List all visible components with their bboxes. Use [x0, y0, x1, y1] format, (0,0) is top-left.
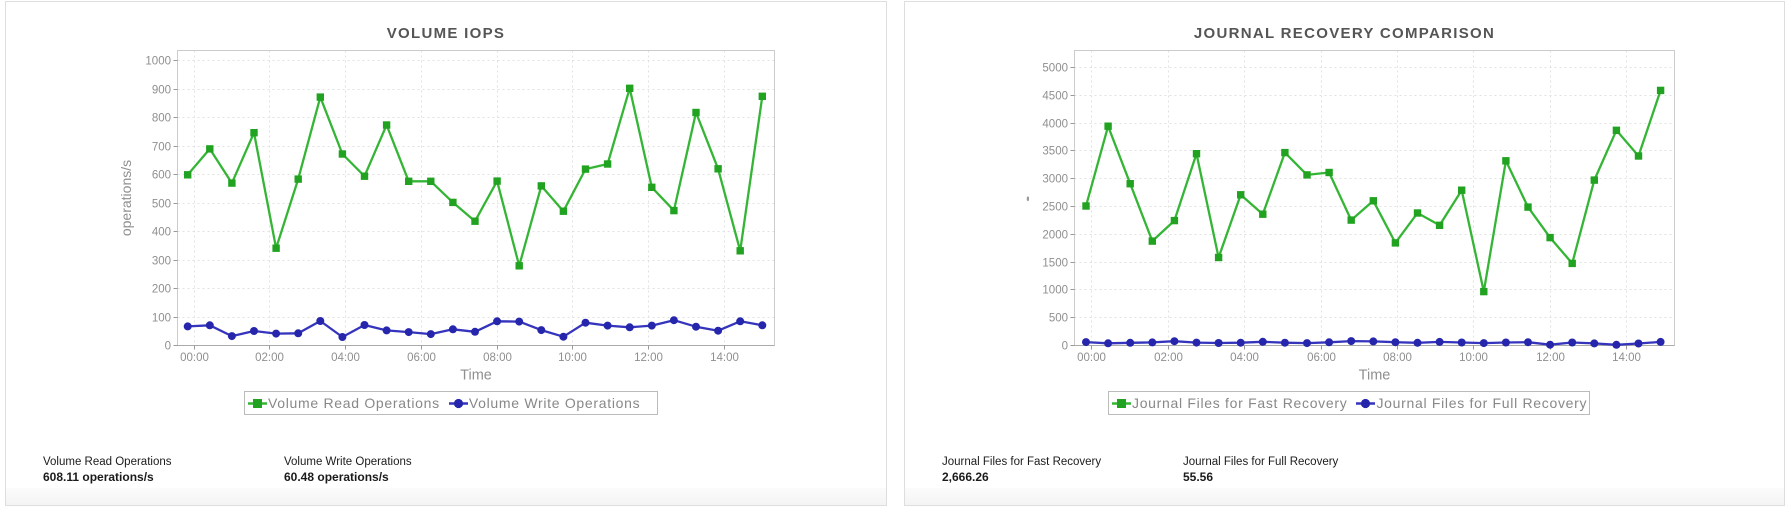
- svg-text:10:00: 10:00: [558, 352, 587, 364]
- svg-text:0: 0: [165, 340, 171, 352]
- svg-text:200: 200: [152, 283, 171, 295]
- svg-text:1000: 1000: [1042, 284, 1068, 296]
- svg-text:12:00: 12:00: [1536, 352, 1565, 364]
- svg-text:12:00: 12:00: [634, 352, 663, 364]
- svg-text:Time: Time: [460, 368, 492, 384]
- svg-text:2500: 2500: [1042, 201, 1068, 213]
- svg-text:300: 300: [152, 255, 171, 267]
- svg-text:04:00: 04:00: [331, 352, 360, 364]
- svg-text:06:00: 06:00: [1307, 352, 1336, 364]
- svg-text:02:00: 02:00: [1154, 352, 1183, 364]
- svg-text:00:00: 00:00: [180, 352, 209, 364]
- svg-text:14:00: 14:00: [710, 352, 739, 364]
- svg-text:800: 800: [152, 112, 171, 124]
- svg-text:04:00: 04:00: [1230, 352, 1259, 364]
- svg-text:08:00: 08:00: [1383, 352, 1412, 364]
- svg-text:1500: 1500: [1042, 257, 1068, 269]
- svg-text:Time: Time: [1359, 368, 1391, 384]
- svg-text:3000: 3000: [1042, 173, 1068, 185]
- svg-text:100: 100: [152, 312, 171, 324]
- svg-text:700: 700: [152, 141, 171, 153]
- svg-text:operations/s: operations/s: [118, 160, 134, 236]
- svg-text:4000: 4000: [1042, 118, 1068, 130]
- svg-text:08:00: 08:00: [483, 352, 512, 364]
- svg-text:3500: 3500: [1042, 145, 1068, 157]
- svg-text:600: 600: [152, 169, 171, 181]
- svg-text:00:00: 00:00: [1077, 352, 1106, 364]
- svg-text:02:00: 02:00: [255, 352, 284, 364]
- svg-text:5000: 5000: [1042, 62, 1068, 74]
- svg-text:4500: 4500: [1042, 90, 1068, 102]
- svg-text:900: 900: [152, 84, 171, 96]
- svg-text:500: 500: [152, 198, 171, 210]
- svg-text:500: 500: [1049, 312, 1068, 324]
- svg-text:14:00: 14:00: [1612, 352, 1641, 364]
- svg-text:0: 0: [1062, 340, 1068, 352]
- svg-text:1000: 1000: [145, 55, 171, 67]
- svg-text:10:00: 10:00: [1459, 352, 1488, 364]
- svg-text:06:00: 06:00: [407, 352, 436, 364]
- svg-text:2000: 2000: [1042, 229, 1068, 241]
- svg-text:400: 400: [152, 226, 171, 238]
